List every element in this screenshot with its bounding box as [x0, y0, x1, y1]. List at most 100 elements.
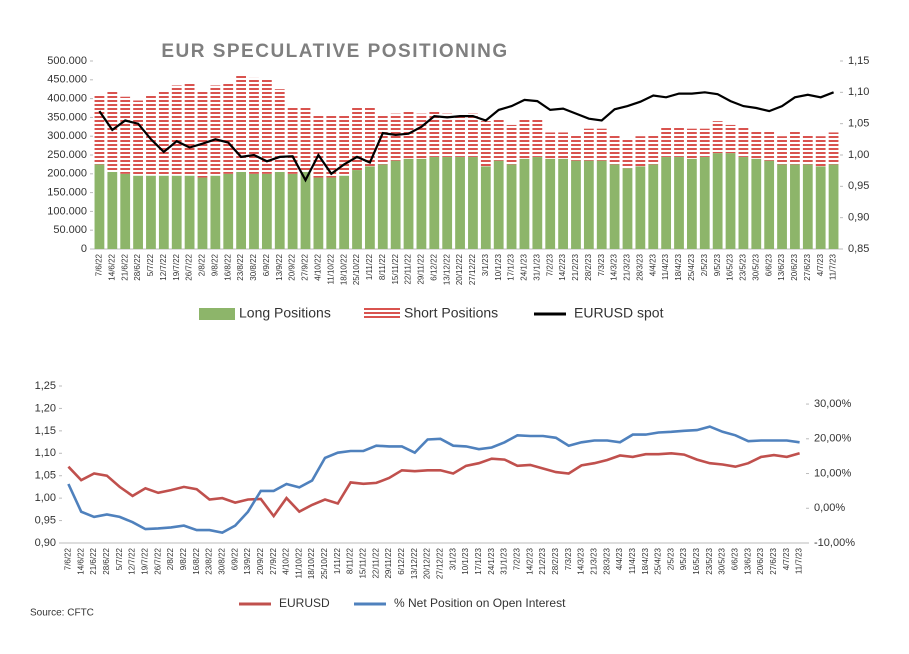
bar — [571, 134, 581, 161]
bar — [764, 130, 775, 161]
x-tick-label: 30/8/22 — [249, 253, 258, 280]
x-tick-label: 21/2/23 — [538, 547, 547, 574]
bar — [339, 115, 350, 176]
x-tick-label: 21/3/23 — [589, 547, 598, 574]
bar — [300, 171, 311, 249]
x-tick-label: 11/7/23 — [829, 253, 838, 280]
bar — [429, 156, 440, 249]
y-tick-label: 1,00 — [35, 492, 56, 504]
x-tick-label: 7/6/22 — [64, 547, 73, 570]
x-tick-label: 31/1/23 — [532, 253, 541, 280]
bar — [545, 158, 556, 249]
x-tick-label: 27/12/22 — [468, 253, 477, 285]
legend-label: Short Positions — [404, 305, 498, 321]
bar — [339, 175, 350, 249]
bar — [699, 156, 710, 249]
bar — [261, 173, 272, 249]
y2-tick-label: 1,05 — [848, 118, 869, 130]
bar — [146, 94, 156, 176]
y-tick-label: 100.000 — [47, 205, 87, 217]
bar — [313, 177, 324, 249]
bar — [828, 132, 839, 165]
y2-tick-label: 1,10 — [848, 86, 869, 98]
x-tick-label: 6/6/23 — [731, 547, 740, 570]
y-tick-label: 300.000 — [47, 130, 87, 142]
bar — [725, 124, 736, 154]
bar — [596, 160, 607, 249]
x-tick-label: 17/1/23 — [507, 253, 516, 280]
x-tick-label: 10/1/23 — [494, 253, 503, 280]
x-tick-label: 27/9/22 — [301, 253, 310, 280]
x-tick-label: 21/2/23 — [571, 253, 580, 280]
bar — [686, 128, 697, 159]
x-tick-label: 21/6/22 — [120, 253, 129, 280]
y-tick-label: 500.000 — [47, 55, 87, 67]
bar — [455, 156, 465, 249]
bar — [648, 164, 659, 249]
y-tick-label: 400.000 — [47, 93, 87, 105]
y-tick-label: 0,90 — [35, 537, 56, 549]
y-tick-label: 150.000 — [47, 187, 87, 199]
x-tick-label: 16/8/22 — [223, 253, 232, 280]
x-tick-label: 10/1/23 — [461, 547, 470, 574]
bar — [545, 132, 556, 159]
x-tick-label: 18/4/23 — [641, 547, 650, 574]
bar — [648, 134, 659, 165]
bar — [609, 134, 620, 165]
y2-tick-label: 0,95 — [848, 180, 869, 192]
x-tick-label: 6/9/22 — [262, 253, 271, 276]
x-tick-label: 27/6/23 — [803, 253, 812, 280]
x-tick-label: 30/8/22 — [217, 547, 226, 574]
bar — [210, 85, 221, 176]
x-tick-label: 18/10/22 — [307, 547, 316, 579]
x-tick-label: 5/7/22 — [146, 253, 155, 276]
x-tick-label: 6/9/22 — [230, 547, 239, 570]
x-tick-label: 26/7/22 — [153, 547, 162, 574]
y2-tick-label: 0,00% — [814, 502, 845, 514]
x-tick-label: 18/4/23 — [674, 253, 683, 280]
x-tick-label: 20/6/23 — [790, 253, 799, 280]
bar — [94, 164, 105, 249]
x-tick-label: 24/1/23 — [487, 547, 496, 574]
x-tick-label: 4/10/22 — [282, 547, 291, 574]
bar — [480, 121, 491, 167]
bar — [596, 128, 607, 161]
x-tick-label: 16/5/23 — [692, 547, 701, 574]
bar — [197, 91, 208, 178]
x-tick-label: 28/2/23 — [584, 253, 593, 280]
x-tick-label: 30/5/23 — [718, 547, 727, 574]
x-tick-label: 27/9/22 — [269, 547, 278, 574]
y-tick-label: 1,25 — [35, 380, 56, 392]
x-tick-label: 6/6/23 — [764, 253, 773, 276]
legend-swatch — [199, 308, 235, 320]
bar — [751, 158, 762, 249]
bar — [519, 119, 530, 159]
bar — [493, 160, 504, 249]
x-tick-label: 28/3/23 — [635, 253, 644, 280]
y-tick-label: 350.000 — [47, 111, 87, 123]
bar — [815, 166, 826, 249]
x-tick-label: 28/6/22 — [133, 253, 142, 280]
bar — [313, 115, 324, 178]
source-note: Source: CFTC — [30, 608, 94, 619]
x-tick-label: 25/10/22 — [352, 253, 361, 285]
x-tick-label: 14/3/23 — [577, 547, 586, 574]
bar — [442, 156, 453, 249]
y2-tick-label: 20,00% — [814, 433, 852, 445]
bar — [674, 126, 684, 157]
y2-tick-label: 0,90 — [848, 212, 869, 224]
bar — [699, 128, 710, 157]
line — [98, 91, 834, 183]
bar — [146, 175, 156, 249]
bar — [94, 94, 105, 165]
x-tick-label: 2/8/22 — [198, 253, 207, 276]
y-tick-label: 200.000 — [47, 168, 87, 180]
bar — [751, 130, 762, 159]
bar — [725, 153, 736, 249]
x-tick-label: 15/11/22 — [359, 547, 368, 578]
bar — [210, 175, 221, 249]
bar — [571, 160, 581, 249]
x-tick-label: 7/2/23 — [545, 253, 554, 276]
x-tick-label: 16/5/23 — [726, 253, 735, 280]
bar — [429, 111, 440, 157]
